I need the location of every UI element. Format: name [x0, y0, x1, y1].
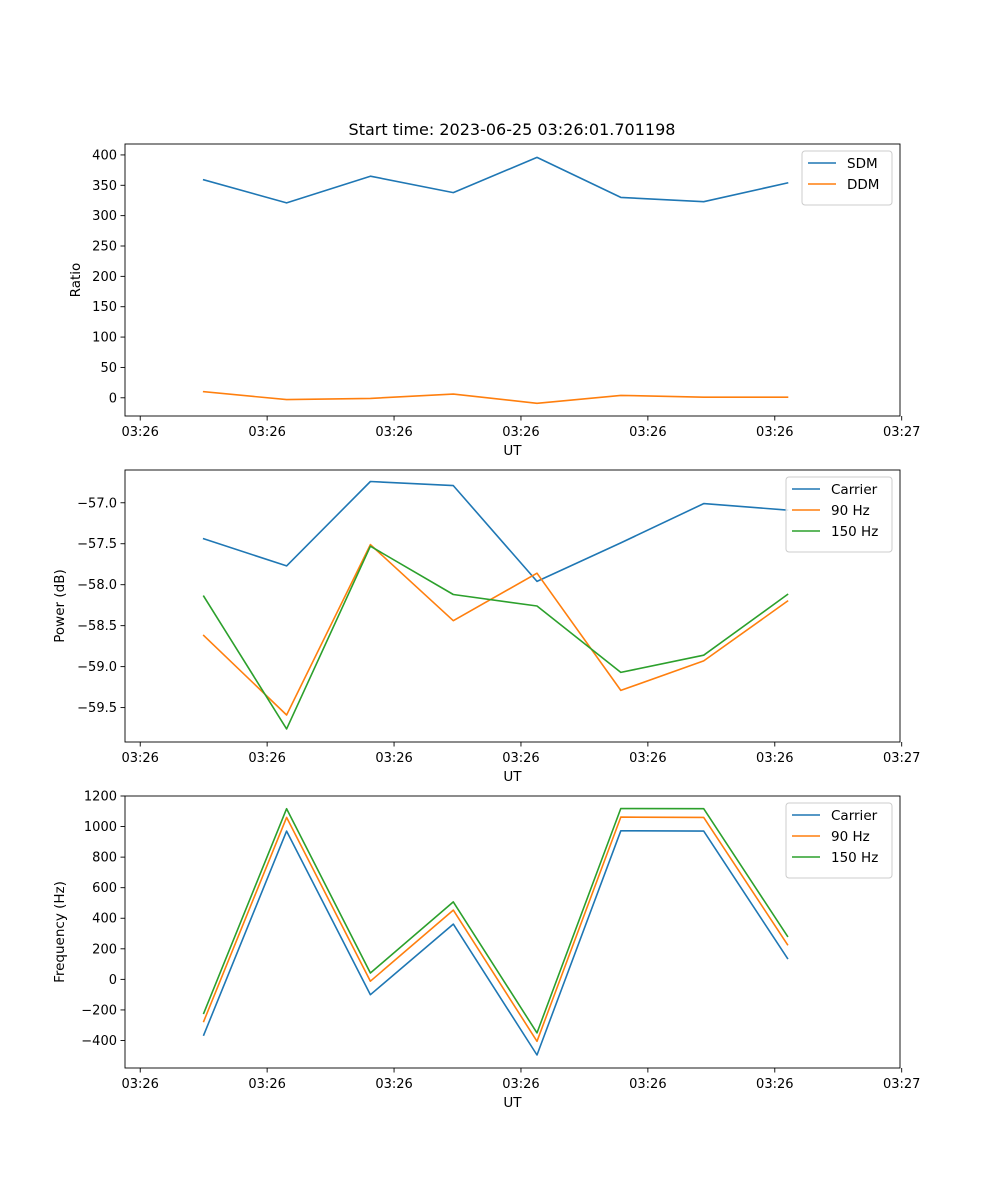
- legend-box: [785, 476, 893, 553]
- y-tick-label: −58.5: [77, 619, 117, 634]
- y-tick-label: −57.5: [77, 537, 117, 552]
- legend-box: [801, 150, 893, 206]
- y-tick-label: −200: [81, 1003, 117, 1018]
- y-tick-label: 400: [92, 912, 117, 927]
- x-tick-label: 03:26: [375, 1077, 412, 1092]
- x-tick-label: 03:26: [248, 751, 285, 766]
- x-tick-label: 03:26: [629, 751, 666, 766]
- legend-box: [785, 802, 893, 879]
- y-tick-label: 0: [109, 391, 117, 406]
- legend-label: Carrier: [831, 482, 878, 498]
- plots-container: 03:26 03:26 03:26 03:26 03:26 03:26 03:27 0 50 10…: [52, 143, 920, 1112]
- series-line-90-hz: [202, 816, 789, 1043]
- x-axis-label: UT: [503, 1095, 522, 1111]
- y-tick-label: 0: [109, 973, 117, 988]
- series-line-150-hz: [202, 545, 789, 730]
- axes-frame-power: [124, 469, 901, 743]
- x-tick-label: 03:26: [756, 751, 793, 766]
- plot-frequency: 03:26 03:26 03:26 03:26 03:26 03:26 03:27 −400 −…: [52, 790, 920, 1112]
- x-tick-label: 03:27: [883, 1077, 920, 1092]
- x-axis-label: UT: [503, 443, 522, 459]
- y-tick-label: −57.0: [77, 496, 117, 511]
- legend-power: Carrier 90 Hz 150 Hz: [785, 476, 893, 553]
- legend-label: 150 Hz: [831, 524, 878, 540]
- x-tick-label: 03:26: [756, 425, 793, 440]
- y-tick-label: 200: [92, 270, 117, 285]
- series-line-carrier: [202, 829, 789, 1056]
- legend-label: 90 Hz: [831, 503, 870, 519]
- x-tick-label: 03:26: [121, 1077, 158, 1092]
- x-tick-label: 03:26: [629, 1077, 666, 1092]
- x-tick-label: 03:27: [883, 751, 920, 766]
- x-tick-label: 03:26: [375, 751, 412, 766]
- axes-frame-ratio: [124, 143, 901, 417]
- series-line-ddm: [202, 390, 789, 405]
- legend-frequency: Carrier 90 Hz 150 Hz: [785, 802, 893, 879]
- y-tick-label: 250: [92, 240, 117, 255]
- series-line-90-hz: [202, 543, 789, 716]
- y-tick-label: 1200: [84, 790, 117, 805]
- x-tick-label: 03:26: [121, 751, 158, 766]
- y-tick-label: −59.5: [77, 701, 117, 716]
- x-tick-label: 03:27: [883, 425, 920, 440]
- y-tick-label: 300: [92, 209, 117, 224]
- y-axis-label: Frequency (Hz): [52, 881, 68, 983]
- y-axis-label: Ratio: [68, 263, 84, 298]
- x-tick-label: 03:26: [375, 425, 412, 440]
- legend-label: 150 Hz: [831, 850, 878, 866]
- x-tick-label: 03:26: [629, 425, 666, 440]
- x-tick-label: 03:26: [502, 1077, 539, 1092]
- x-axis-label: UT: [503, 769, 522, 785]
- y-tick-label: 100: [92, 331, 117, 346]
- series-line-sdm: [202, 156, 789, 204]
- plot-power: 03:26 03:26 03:26 03:26 03:26 03:26 03:27 −59.5…: [52, 469, 920, 785]
- y-tick-label: 150: [92, 300, 117, 315]
- y-axis-label: Power (dB): [52, 569, 68, 642]
- plot-ratio: 03:26 03:26 03:26 03:26 03:26 03:26 03:27 0 50 10…: [68, 143, 920, 459]
- x-tick-label: 03:26: [756, 1077, 793, 1092]
- y-tick-label: 600: [92, 881, 117, 896]
- y-tick-label: −400: [81, 1034, 117, 1049]
- y-tick-label: −59.0: [77, 660, 117, 675]
- y-tick-label: 1000: [84, 820, 117, 835]
- figure-title: Start time: 2023-06-25 03:26:01.701198: [349, 120, 676, 139]
- legend-label: SDM: [847, 156, 878, 172]
- x-tick-label: 03:26: [502, 425, 539, 440]
- series-line-150-hz: [202, 807, 789, 1034]
- x-tick-label: 03:26: [248, 1077, 285, 1092]
- y-tick-label: 400: [92, 148, 117, 163]
- x-tick-label: 03:26: [121, 425, 158, 440]
- y-tick-label: 350: [92, 179, 117, 194]
- legend-label: 90 Hz: [831, 829, 870, 845]
- y-tick-label: 800: [92, 851, 117, 866]
- y-tick-label: 200: [92, 942, 117, 957]
- axes-frame-frequency: [124, 795, 901, 1069]
- x-tick-label: 03:26: [502, 751, 539, 766]
- legend-label: Carrier: [831, 808, 878, 824]
- y-tick-label: 50: [100, 361, 117, 376]
- x-tick-label: 03:26: [248, 425, 285, 440]
- y-tick-label: −58.0: [77, 578, 117, 593]
- series-line-carrier: [202, 480, 789, 583]
- legend-ratio: SDM DDM: [801, 150, 893, 206]
- legend-label: DDM: [847, 177, 879, 193]
